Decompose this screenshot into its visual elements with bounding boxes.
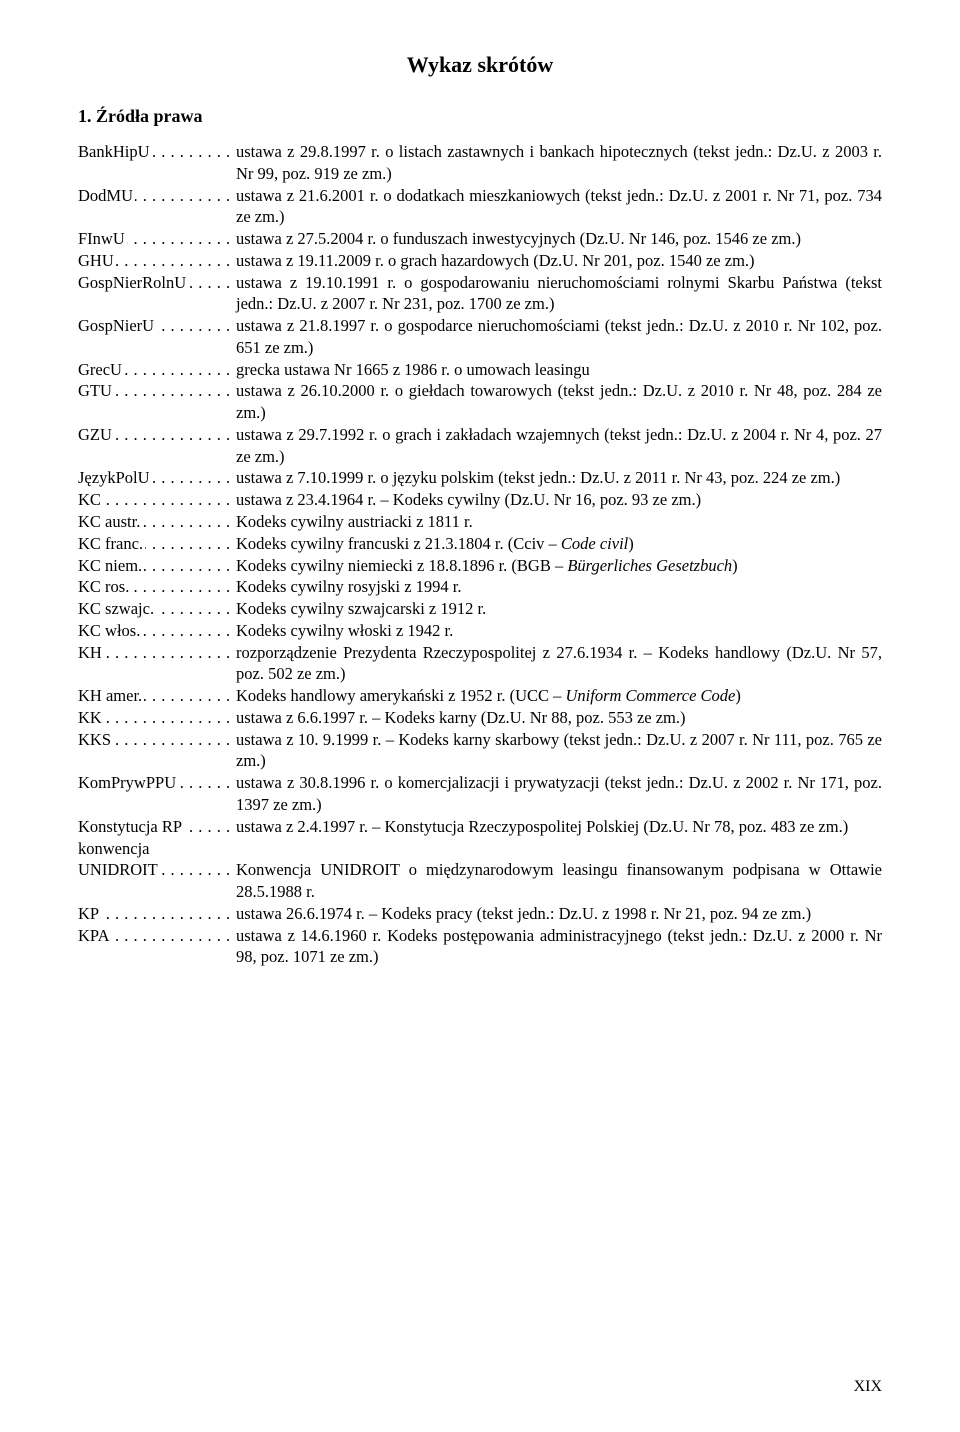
abbr-definition: ustawa z 10. 9.1999 r. – Kodeks karny sk…	[230, 729, 882, 773]
abbr-definition: ustawa z 19.10.1991 r. o gospodarowaniu …	[230, 272, 882, 316]
abbr-definition: ustawa z 26.10.2000 r. o giełdach towaro…	[230, 380, 882, 424]
abbr-label: KKS	[78, 730, 113, 749]
abbr-definition: Konwencja UNIDROIT o międzynarodowym lea…	[230, 859, 882, 903]
abbr-entry: KK ustawa z 6.6.1997 r. – Kodeks karny (D…	[78, 707, 882, 729]
section-heading: 1. Źródła prawa	[78, 106, 882, 127]
abbr-label: konwencja	[78, 839, 149, 858]
entries-list: BankHipU ustawa z 29.8.1997 r. o listach …	[78, 141, 882, 968]
abbr-label: KH	[78, 643, 104, 662]
abbr-definition: ustawa z 30.8.1996 r. o komercjalizacji …	[230, 772, 882, 816]
abbr-entry: KH rozporządzenie Prezydenta Rzeczypospol…	[78, 642, 882, 686]
abbr-entry: GHU ustawa z 19.11.2009 r. o grach hazard…	[78, 250, 882, 272]
abbr-label: KomPrywPPU	[78, 773, 178, 792]
abbr-entry: Konstytucja RP ustawa z 2.4.1997 r. – Kon…	[78, 816, 882, 838]
abbr-definition: ustawa z 6.6.1997 r. – Kodeks karny (Dz.…	[230, 707, 882, 729]
abbr-definition: ustawa 26.6.1974 r. – Kodeks pracy (teks…	[230, 903, 882, 925]
abbr-definition: rozporządzenie Prezydenta Rzeczypospolit…	[230, 642, 882, 686]
abbr-label: KP	[78, 904, 101, 923]
abbr-label: KC austr.	[78, 512, 142, 531]
abbr-entry: KomPrywPPU ustawa z 30.8.1996 r. o komerc…	[78, 772, 882, 816]
abbr-definition: Kodeks cywilny rosyjski z 1994 r.	[230, 576, 882, 598]
abbr-entry: FInwU ustawa z 27.5.2004 r. o funduszach …	[78, 228, 882, 250]
abbr-entry: BankHipU ustawa z 29.8.1997 r. o listach …	[78, 141, 882, 185]
page-title: Wykaz skrótów	[78, 52, 882, 78]
abbr-entry: GZU ustawa z 29.7.1992 r. o grach i zakła…	[78, 424, 882, 468]
abbr-label: GHU	[78, 251, 116, 270]
abbr-entry: KKS ustawa z 10. 9.1999 r. – Kodeks karny…	[78, 729, 882, 773]
abbr-label: KC szwajc.	[78, 599, 156, 618]
abbr-label: KH amer.	[78, 686, 144, 705]
abbr-entry: KC włos. Kodeks cywilny włoski z 1942 r.	[78, 620, 882, 642]
abbr-entry: KC szwajc. Kodeks cywilny szwajcarski z 1…	[78, 598, 882, 620]
abbr-label: KC niem.	[78, 556, 144, 575]
abbr-definition: ustawa z 19.11.2009 r. o grach hazardowy…	[230, 250, 882, 272]
abbr-entry: GospNierRolnU ustawa z 19.10.1991 r. o go…	[78, 272, 882, 316]
abbr-definition: ustawa z 27.5.2004 r. o funduszach inwes…	[230, 228, 882, 250]
abbr-entry: GrecU grecka ustawa Nr 1665 z 1986 r. o u…	[78, 359, 882, 381]
abbr-definition: Kodeks cywilny szwajcarski z 1912 r.	[230, 598, 882, 620]
abbr-entry: KPA ustawa z 14.6.1960 r. Kodeks postępow…	[78, 925, 882, 969]
abbr-label: DodMU	[78, 186, 135, 205]
abbr-label: UNIDROIT	[78, 860, 160, 879]
abbr-definition: Kodeks cywilny austriacki z 1811 r.	[230, 511, 882, 533]
abbr-label: KK	[78, 708, 104, 727]
abbr-definition: ustawa z 21.8.1997 r. o gospodarce nieru…	[230, 315, 882, 359]
abbr-label: KC franc.	[78, 534, 145, 553]
abbr-definition: Kodeks cywilny niemiecki z 18.8.1896 r. …	[230, 555, 882, 577]
abbr-label: FInwU	[78, 229, 127, 248]
abbr-entry: JęzykPolU ustawa z 7.10.1999 r. o języku …	[78, 467, 882, 489]
abbr-label: Konstytucja RP	[78, 817, 184, 836]
abbr-definition: ustawa z 21.6.2001 r. o dodatkach mieszk…	[230, 185, 882, 229]
abbr-entry: KC niem. Kodeks cywilny niemiecki z 18.8.…	[78, 555, 882, 577]
abbr-label: GTU	[78, 381, 114, 400]
abbr-label: GrecU	[78, 360, 124, 379]
abbr-entry: KC franc. Kodeks cywilny francuski z 21.3…	[78, 533, 882, 555]
abbr-definition: Kodeks cywilny francuski z 21.3.1804 r. …	[230, 533, 882, 555]
abbr-label: KC ros.	[78, 577, 131, 596]
abbr-definition: ustawa z 7.10.1999 r. o języku polskim (…	[230, 467, 882, 489]
abbr-label: KC	[78, 490, 103, 509]
abbr-entry: GTU ustawa z 26.10.2000 r. o giełdach tow…	[78, 380, 882, 424]
abbr-entry: konwencja	[78, 838, 882, 860]
abbr-definition: ustawa z 23.4.1964 r. – Kodeks cywilny (…	[230, 489, 882, 511]
abbr-definition: grecka ustawa Nr 1665 z 1986 r. o umowac…	[230, 359, 882, 381]
abbr-label: BankHipU	[78, 142, 152, 161]
abbr-label: GZU	[78, 425, 114, 444]
abbr-entry: KC ustawa z 23.4.1964 r. – Kodeks cywilny…	[78, 489, 882, 511]
abbr-definition: ustawa z 14.6.1960 r. Kodeks postępowani…	[230, 925, 882, 969]
abbr-definition: ustawa z 29.7.1992 r. o grach i zakładac…	[230, 424, 882, 468]
abbr-entry: KC ros. Kodeks cywilny rosyjski z 1994 r.	[78, 576, 882, 598]
abbr-definition: Kodeks handlowy amerykański z 1952 r. (U…	[230, 685, 882, 707]
abbr-definition: ustawa z 2.4.1997 r. – Konstytucja Rzecz…	[230, 816, 882, 838]
abbr-label: GospNierU	[78, 316, 156, 335]
abbr-label: KC włos.	[78, 621, 142, 640]
abbr-entry: DodMU ustawa z 21.6.2001 r. o dodatkach m…	[78, 185, 882, 229]
abbr-label: JęzykPolU	[78, 468, 152, 487]
abbr-entry: UNIDROIT Konwencja UNIDROIT o międzynarod…	[78, 859, 882, 903]
abbr-entry: GospNierU ustawa z 21.8.1997 r. o gospoda…	[78, 315, 882, 359]
abbr-label: GospNierRolnU	[78, 273, 188, 292]
page-number: XIX	[854, 1378, 882, 1396]
abbr-entry: KP ustawa 26.6.1974 r. – Kodeks pracy (te…	[78, 903, 882, 925]
abbr-entry: KC austr. Kodeks cywilny austriacki z 181…	[78, 511, 882, 533]
abbr-definition: Kodeks cywilny włoski z 1942 r.	[230, 620, 882, 642]
abbr-definition: ustawa z 29.8.1997 r. o listach zastawny…	[230, 141, 882, 185]
abbr-label: KPA	[78, 926, 112, 945]
abbr-entry: KH amer. Kodeks handlowy amerykański z 19…	[78, 685, 882, 707]
